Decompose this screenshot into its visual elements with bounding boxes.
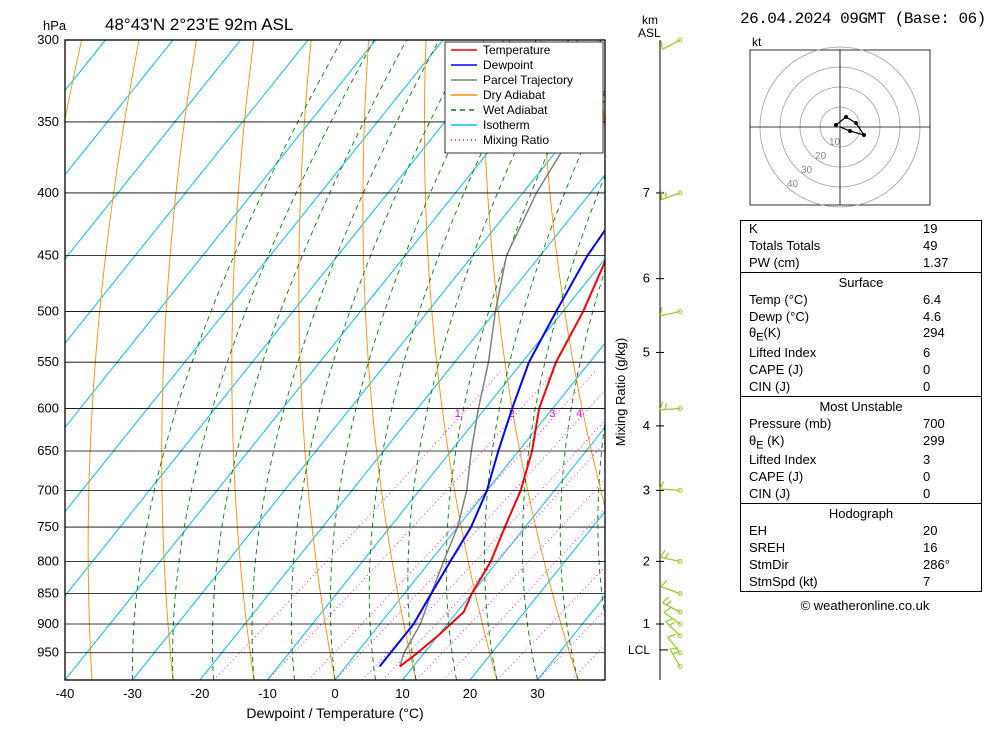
svg-text:Temperature: Temperature: [483, 43, 551, 57]
index-row: Temp (°C)6.4: [741, 292, 981, 309]
svg-text:550: 550: [37, 354, 59, 369]
svg-text:-10: -10: [258, 686, 277, 701]
index-row: Lifted Index6: [741, 345, 981, 362]
index-row: CAPE (J)0: [741, 362, 981, 379]
index-row: Lifted Index3: [741, 452, 981, 469]
svg-text:6: 6: [643, 271, 650, 286]
index-row: Pressure (mb)700: [741, 416, 981, 433]
svg-text:4: 4: [576, 408, 582, 420]
svg-text:Parcel Trajectory: Parcel Trajectory: [483, 73, 573, 87]
svg-text:1: 1: [455, 408, 461, 420]
index-row: EH20: [741, 523, 981, 540]
svg-text:Wet Adiabat: Wet Adiabat: [483, 103, 548, 117]
svg-text:40: 40: [787, 179, 799, 190]
indices-box: K19Totals Totals49PW (cm)1.37SurfaceTemp…: [740, 220, 982, 592]
svg-text:3: 3: [643, 482, 650, 497]
svg-text:Mixing Ratio: Mixing Ratio: [483, 133, 549, 147]
section-hodograph: Hodograph: [741, 503, 981, 523]
index-row: StmDir286°: [741, 557, 981, 574]
index-row: PW (cm)1.37: [741, 255, 981, 272]
svg-text:950: 950: [37, 645, 59, 660]
index-row: θE(K)294: [741, 325, 981, 345]
skewt-chart-area: 1234300350400450500550600650700750800850…: [10, 10, 730, 725]
index-row: SREH16: [741, 540, 981, 557]
index-row: Dewp (°C)4.6: [741, 309, 981, 326]
svg-text:850: 850: [37, 586, 59, 601]
svg-text:ASL: ASL: [638, 26, 661, 40]
index-row: Totals Totals49: [741, 238, 981, 255]
svg-text:10: 10: [829, 137, 841, 148]
svg-text:hPa: hPa: [43, 18, 67, 33]
svg-text:Dry Adiabat: Dry Adiabat: [483, 88, 546, 102]
copyright: © weatheronline.co.uk: [740, 598, 990, 613]
index-row: CIN (J)0: [741, 486, 981, 503]
svg-text:LCL: LCL: [628, 643, 650, 657]
svg-text:650: 650: [37, 443, 59, 458]
svg-text:Dewpoint: Dewpoint: [483, 58, 534, 72]
svg-text:350: 350: [37, 114, 59, 129]
svg-text:Isotherm: Isotherm: [483, 118, 530, 132]
svg-text:300: 300: [37, 32, 59, 47]
svg-text:-20: -20: [191, 686, 210, 701]
svg-text:20: 20: [463, 686, 477, 701]
timestamp: 26.04.2024 09GMT (Base: 06): [740, 10, 990, 28]
svg-text:kt: kt: [752, 35, 762, 49]
svg-text:1: 1: [643, 616, 650, 631]
svg-text:4: 4: [643, 418, 650, 433]
svg-text:600: 600: [37, 400, 59, 415]
section-unstable: Most Unstable: [741, 396, 981, 416]
svg-text:900: 900: [37, 616, 59, 631]
svg-text:20: 20: [815, 151, 827, 162]
svg-text:7: 7: [643, 185, 650, 200]
svg-text:-30: -30: [123, 686, 142, 701]
hodograph-svg: kt 10203040: [740, 32, 940, 212]
index-row: CIN (J)0: [741, 379, 981, 396]
svg-text:km: km: [642, 13, 658, 27]
index-row: CAPE (J)0: [741, 469, 981, 486]
svg-text:750: 750: [37, 519, 59, 534]
section-surface: Surface: [741, 272, 981, 292]
svg-text:10: 10: [395, 686, 409, 701]
svg-text:700: 700: [37, 482, 59, 497]
svg-text:400: 400: [37, 185, 59, 200]
svg-text:800: 800: [37, 553, 59, 568]
svg-text:5: 5: [643, 344, 650, 359]
svg-text:48°43'N 2°23'E 92m ASL: 48°43'N 2°23'E 92m ASL: [105, 15, 293, 34]
svg-text:30: 30: [530, 686, 544, 701]
index-row: StmSpd (kt)7: [741, 574, 981, 591]
index-row: K19: [741, 221, 981, 238]
svg-text:Mixing Ratio (g/kg): Mixing Ratio (g/kg): [613, 338, 628, 446]
svg-text:Dewpoint / Temperature (°C): Dewpoint / Temperature (°C): [246, 705, 423, 721]
svg-text:3: 3: [549, 408, 555, 420]
svg-text:2: 2: [643, 553, 650, 568]
svg-text:450: 450: [37, 248, 59, 263]
skewt-svg: 1234300350400450500550600650700750800850…: [10, 10, 730, 725]
svg-text:500: 500: [37, 304, 59, 319]
index-row: θE (K)299: [741, 433, 981, 453]
svg-text:0: 0: [331, 686, 338, 701]
svg-text:-40: -40: [56, 686, 75, 701]
svg-text:30: 30: [801, 165, 813, 176]
